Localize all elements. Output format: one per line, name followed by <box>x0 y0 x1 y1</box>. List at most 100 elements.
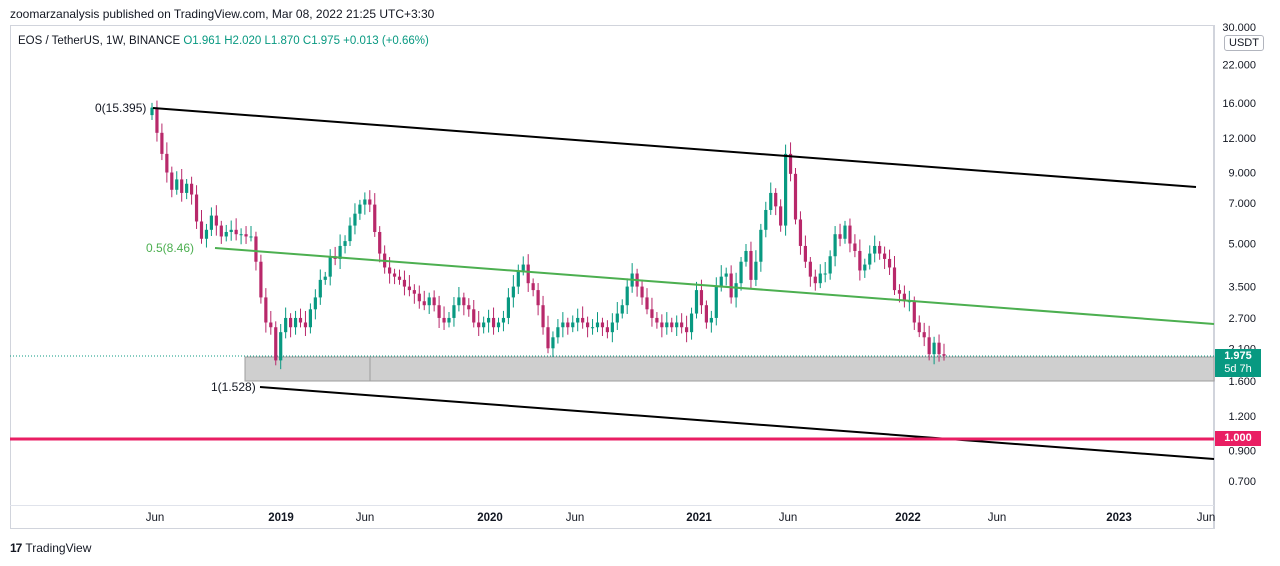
candle-body <box>412 290 416 294</box>
tradingview-footer[interactable]: 17 TradingView <box>10 541 91 555</box>
ohlc-values: O1.961 H2.020 L1.870 C1.975 +0.013 (+0.6… <box>183 35 429 47</box>
price-axis-ticks[interactable]: 30.000 22.000 16.000 12.000 9.000 7.000 5.000 3… <box>1222 22 1256 488</box>
candle-body <box>185 183 189 193</box>
candle-body <box>650 309 654 318</box>
candle-body <box>284 317 288 333</box>
price-tick-label: 0.900 <box>1228 446 1256 458</box>
candle-body <box>878 245 882 254</box>
candle-body <box>343 241 347 246</box>
candle-body <box>239 234 243 236</box>
candle-body <box>501 317 506 323</box>
candle-body <box>407 286 411 291</box>
last-price-tag: 1.975 5d 7h <box>1215 349 1261 377</box>
candle-body <box>482 322 486 328</box>
candle-body <box>209 215 213 230</box>
candle-body <box>600 322 605 328</box>
candle-body <box>853 243 857 251</box>
candle-body <box>581 317 585 323</box>
time-tick-label: 2023 <box>1106 512 1132 524</box>
time-tick-label: Jun <box>146 512 165 524</box>
candle-body <box>427 297 431 306</box>
candle-body <box>887 258 892 268</box>
candle-body <box>199 221 204 239</box>
candle-body <box>843 225 847 239</box>
channel-lower-line[interactable] <box>259 386 1215 460</box>
candle-body <box>625 286 629 306</box>
candle-body <box>269 322 273 328</box>
candle-body <box>838 234 842 239</box>
candle-body <box>234 229 238 235</box>
candle-body <box>793 173 798 220</box>
footer-brand: TradingView <box>25 541 92 555</box>
candle-body <box>259 261 263 298</box>
last-price-value: 1.975 <box>1224 350 1252 362</box>
candle-body <box>764 209 768 230</box>
channel-mid-line[interactable] <box>214 247 1215 325</box>
time-tick-label: Jun <box>356 512 375 524</box>
candle-body <box>803 245 807 262</box>
price-tick-label: 2.700 <box>1228 313 1256 325</box>
candle-body <box>818 273 822 284</box>
candle-body <box>863 264 867 271</box>
symbol-legend[interactable]: EOS / TetherUS, 1W, BINANCE O1.961 H2.02… <box>18 35 429 47</box>
price-tick-label: 9.000 <box>1228 168 1256 180</box>
candle-body <box>724 273 728 277</box>
candle-body <box>734 283 738 298</box>
candle-body <box>477 322 481 328</box>
candle-body <box>610 322 614 333</box>
time-axis-ticks[interactable]: Jun 2019 Jun 2020 Jun 2021 Jun 2022 Jun 2023 Jun <box>146 512 1216 524</box>
time-tick-label: Jun <box>566 512 585 524</box>
candle-body <box>660 322 664 328</box>
candle-body <box>670 322 674 328</box>
candle-body <box>293 317 298 328</box>
candle-body <box>160 132 164 154</box>
candles-group <box>150 100 946 370</box>
candle-body <box>229 229 233 232</box>
candle-body <box>759 229 763 262</box>
candle-body <box>392 273 397 277</box>
price-tick-label: 1.200 <box>1228 411 1256 423</box>
candle-body <box>883 253 887 259</box>
price-axis-divider <box>1214 25 1215 529</box>
candle-body <box>892 267 897 291</box>
candle-body <box>779 206 783 226</box>
candle-body <box>303 322 308 328</box>
candle-body <box>615 313 619 323</box>
candle-body <box>472 309 476 323</box>
time-tick-label: Jun <box>988 512 1007 524</box>
candle-body <box>927 337 931 355</box>
candle-body <box>274 327 278 361</box>
price-tick-label: 1.600 <box>1228 376 1256 388</box>
candle-body <box>675 322 679 328</box>
time-tick-label: 2019 <box>268 512 294 524</box>
candle-body <box>645 297 649 310</box>
candle-body <box>531 283 535 291</box>
candle-body <box>165 153 169 173</box>
currency-unit-badge[interactable]: USDT <box>1224 35 1264 51</box>
candle-body <box>422 301 426 306</box>
candle-body <box>521 264 525 271</box>
candle-body <box>858 250 862 271</box>
fib-0-label: 0(15.395) <box>95 101 146 115</box>
channel-upper-line[interactable] <box>152 107 1197 188</box>
candle-body <box>739 261 743 284</box>
candle-body <box>937 342 941 355</box>
candle-body <box>798 219 803 246</box>
candle-body <box>442 317 446 323</box>
candle-body <box>571 322 575 328</box>
candle-body <box>397 276 402 280</box>
candle-body <box>620 305 624 314</box>
candle-body <box>170 172 174 190</box>
chart-frame[interactable] <box>10 25 1214 529</box>
candle-body <box>902 293 906 302</box>
candle-body <box>204 229 209 239</box>
candle-body <box>457 297 461 306</box>
candle-body <box>214 215 218 226</box>
support-zone[interactable] <box>244 356 1215 382</box>
candle-body <box>729 273 733 298</box>
candle-body <box>224 231 228 237</box>
candle-body <box>526 264 530 284</box>
candle-body <box>576 317 580 323</box>
candle-body <box>694 290 699 314</box>
